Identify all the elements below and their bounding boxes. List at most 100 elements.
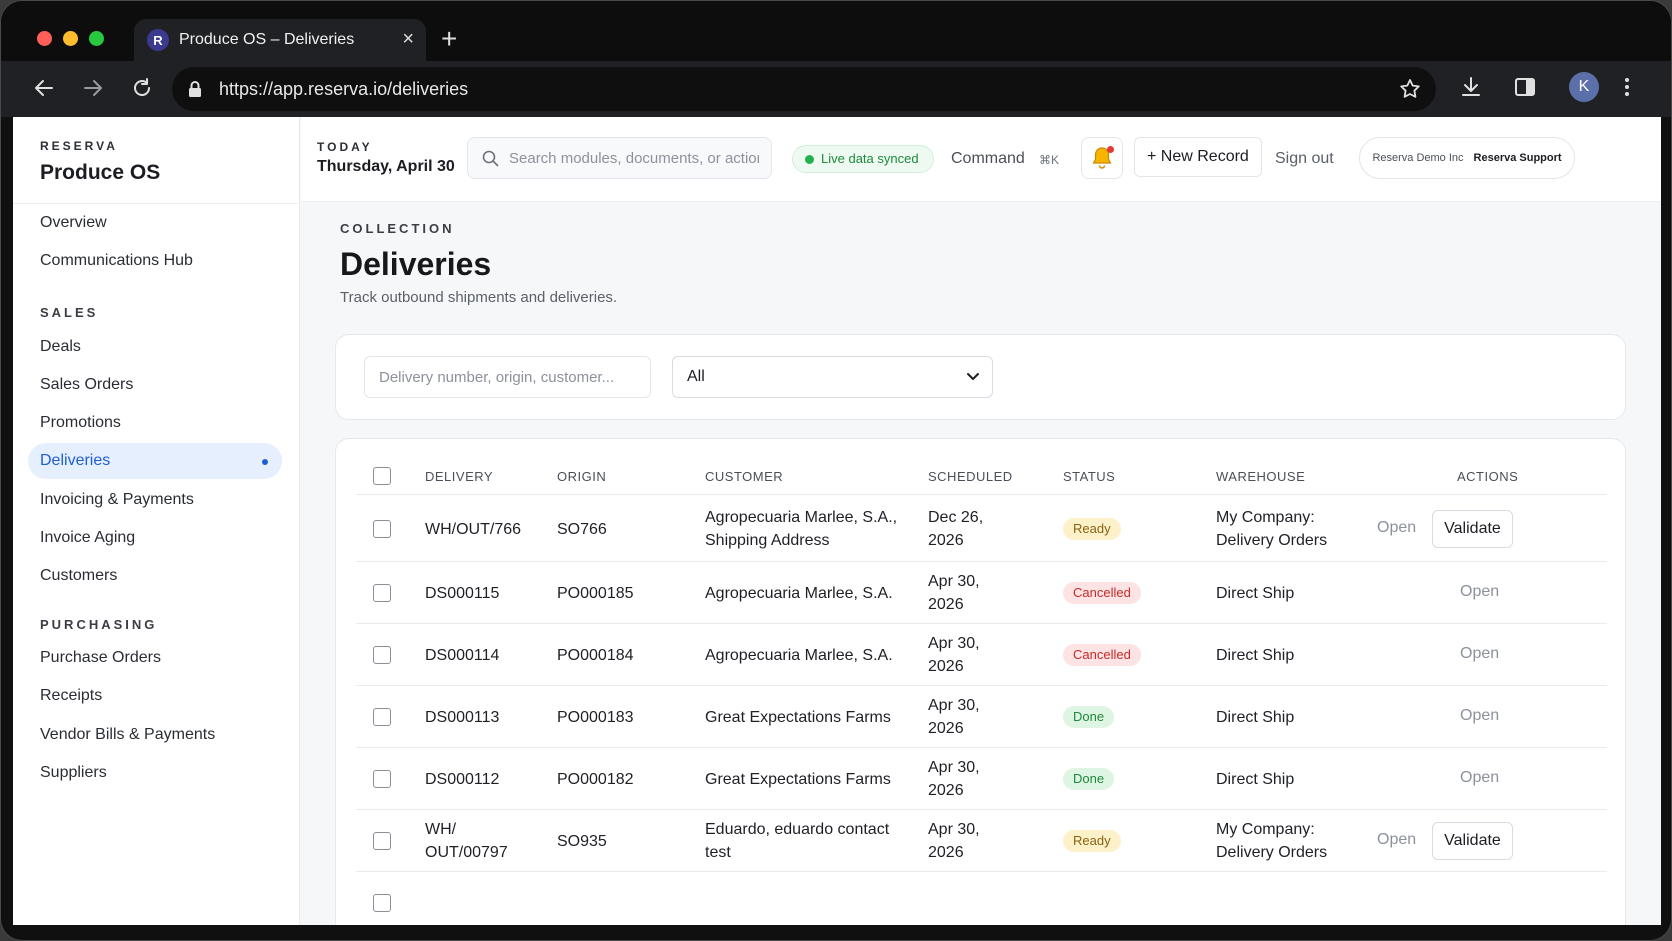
sidebar-item-label: Receipts [40,687,103,704]
sidebar-item-invoice-aging[interactable]: Invoice Aging [28,520,282,556]
chevron-down-icon [967,373,979,380]
status-filter-select[interactable]: All [672,356,993,398]
global-search[interactable] [467,137,772,179]
status-filter-value: All [687,368,705,385]
row-checkbox[interactable] [373,770,391,788]
table-row[interactable]: WH/OUT/00797 SO935 Eduardo, eduardo cont… [356,810,1607,872]
live-status-dot [805,155,814,164]
open-link[interactable]: Open [1460,645,1500,662]
table-header: DELIVERY ORIGIN CUSTOMER SCHEDULED STATU… [356,457,1607,495]
reload-icon[interactable] [128,74,156,102]
select-all-checkbox[interactable] [373,467,391,485]
sidebar-item-sales-orders[interactable]: Sales Orders [28,367,282,403]
notifications-button[interactable] [1081,137,1123,179]
sidebar-item-label: Invoice Aging [40,529,136,546]
column-header-warehouse[interactable]: WAREHOUSE [1216,469,1306,484]
sidebar-item-customers[interactable]: Customers [28,558,282,594]
sign-out-link[interactable]: Sign out [1275,150,1334,167]
open-link[interactable]: Open [1460,707,1500,724]
row-checkbox[interactable] [373,708,391,726]
browser-toolbar: https://app.reserva.io/deliveries K [1,61,1671,117]
open-link[interactable]: Open [1377,519,1417,536]
search-icon [482,150,499,166]
table-row[interactable] [356,872,1607,925]
back-icon[interactable] [30,74,58,102]
maximize-window-button[interactable] [89,31,104,46]
column-header-scheduled[interactable]: SCHEDULED [928,469,1013,484]
delivery-search-input[interactable] [364,356,651,398]
status-badge: Ready [1063,518,1121,540]
scheduled-date: Apr 30, 2026 [928,821,980,861]
brand[interactable]: RESERVA Produce OS [40,139,160,185]
status-badge: Cancelled [1063,582,1141,604]
sidebar-item-label: Promotions [40,414,121,431]
download-icon[interactable] [1459,75,1483,104]
deliveries-table: DELIVERY ORIGIN CUSTOMER SCHEDULED STATU… [335,438,1626,925]
active-indicator-dot [262,459,268,465]
column-header-actions: ACTIONS [1457,469,1519,484]
command-button[interactable]: Command [951,150,1025,167]
delivery-number[interactable]: DS000115 [425,585,500,602]
table-row[interactable]: DS000114 PO000184 Agropecuaria Marlee, S… [356,624,1607,686]
delivery-number[interactable]: WH/OUT/766 [425,521,522,538]
new-tab-icon[interactable]: + [441,23,458,54]
sidebar-item-suppliers[interactable]: Suppliers [28,755,282,791]
table-row[interactable]: DS000112 PO000182 Great Expectations Far… [356,748,1607,810]
sidebar-item-purchase-orders[interactable]: Purchase Orders [28,640,282,676]
tab-close-icon[interactable]: × [402,28,414,50]
sidebar-item-label: Customers [40,567,118,584]
status-badge: Done [1063,768,1115,790]
open-link[interactable]: Open [1460,583,1500,600]
validate-button[interactable]: Validate [1432,822,1513,860]
open-link[interactable]: Open [1377,831,1417,848]
row-checkbox[interactable] [373,894,391,912]
close-window-button[interactable] [37,31,52,46]
sidebar-item-invoicing-payments[interactable]: Invoicing & Payments [28,482,282,518]
sidebar-section-sales: SALES [40,305,99,320]
customer: Agropecuaria Marlee, S.A., Shipping Addre… [705,509,898,549]
bell-icon [1092,147,1112,169]
sidebar-item-vendor-bills-payments[interactable]: Vendor Bills & Payments [28,717,282,753]
table-row[interactable]: WH/OUT/766 SO766 Agropecuaria Marlee, S.… [356,496,1607,562]
browser-tab[interactable]: R Produce OS – Deliveries × [134,19,426,61]
status-badge: Cancelled [1063,644,1141,666]
column-header-delivery[interactable]: DELIVERY [425,469,494,484]
sidebar-item-overview[interactable]: Overview [28,205,282,241]
table-row[interactable]: DS000113 PO000183 Great Expectations Far… [356,686,1607,748]
sidepanel-icon[interactable] [1513,75,1537,104]
tenant-switcher[interactable]: Reserva Demo Inc Reserva Support [1359,137,1575,179]
sidebar-item-deliveries[interactable]: Deliveries [28,443,282,479]
sidebar-item-promotions[interactable]: Promotions [28,405,282,441]
sidebar-item-label: Purchase Orders [40,649,161,666]
row-checkbox[interactable] [373,646,391,664]
sidebar-item-deals[interactable]: Deals [28,329,282,365]
warehouse: My Company: Delivery Orders [1216,509,1328,549]
more-icon[interactable] [1623,75,1631,104]
notification-badge [1107,146,1114,153]
column-header-status[interactable]: STATUS [1063,469,1116,484]
delivery-number[interactable]: DS000114 [425,647,500,664]
row-checkbox[interactable] [373,584,391,602]
table-row[interactable]: DS000115 PO000185 Agropecuaria Marlee, S… [356,562,1607,624]
forward-icon[interactable] [79,74,107,102]
delivery-number[interactable]: WH/OUT/00797 [425,821,508,861]
validate-button[interactable]: Validate [1432,510,1513,548]
row-checkbox[interactable] [373,832,391,850]
profile-avatar[interactable]: K [1569,72,1599,102]
open-link[interactable]: Open [1460,769,1500,786]
scheduled-date: Dec 26, 2026 [928,509,984,549]
minimize-window-button[interactable] [63,31,78,46]
delivery-number[interactable]: DS000112 [425,771,500,788]
column-header-customer[interactable]: CUSTOMER [705,469,784,484]
sidebar-item-receipts[interactable]: Receipts [28,678,282,714]
search-input[interactable] [509,149,759,167]
sidebar-item-label: Overview [40,214,107,231]
address-bar[interactable]: https://app.reserva.io/deliveries [172,67,1436,111]
delivery-number[interactable]: DS000113 [425,709,500,726]
column-header-origin[interactable]: ORIGIN [557,469,607,484]
row-checkbox[interactable] [373,520,391,538]
sidebar-item-communications-hub[interactable]: Communications Hub [28,243,282,279]
new-record-button[interactable]: + New Record [1134,137,1262,177]
star-icon[interactable] [1398,77,1422,106]
